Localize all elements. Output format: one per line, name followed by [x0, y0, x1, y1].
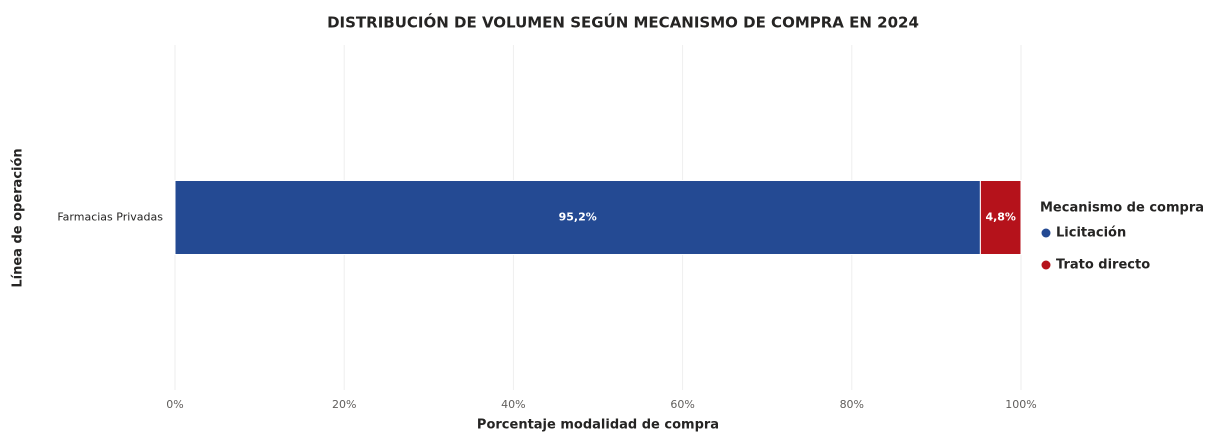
y-tick-label: Farmacias Privadas [57, 211, 163, 224]
legend-label: Trato directo [1056, 258, 1150, 273]
legend-title: Mecanismo de compra [1040, 201, 1204, 216]
y-axis-label: Línea de operación [11, 148, 26, 287]
x-tick-label: 40% [501, 398, 525, 411]
data-label: 95,2% [559, 211, 597, 224]
x-axis-label: Porcentaje modalidad de compra [477, 418, 719, 433]
legend-label: Licitación [1056, 226, 1126, 241]
x-tick-label: 80% [840, 398, 864, 411]
x-tick-label: 0% [166, 398, 183, 411]
bar-segment [174, 180, 981, 255]
legend-swatch [1041, 228, 1051, 238]
bar-segment [979, 180, 1022, 255]
data-label: 4,8% [985, 211, 1016, 224]
legend-swatch [1041, 260, 1051, 270]
x-tick-label: 100% [1005, 398, 1036, 411]
x-tick-label: 60% [670, 398, 694, 411]
chart-title: DISTRIBUCIÓN DE VOLUMEN SEGÚN MECANISMO … [327, 13, 919, 32]
x-tick-label: 20% [332, 398, 356, 411]
